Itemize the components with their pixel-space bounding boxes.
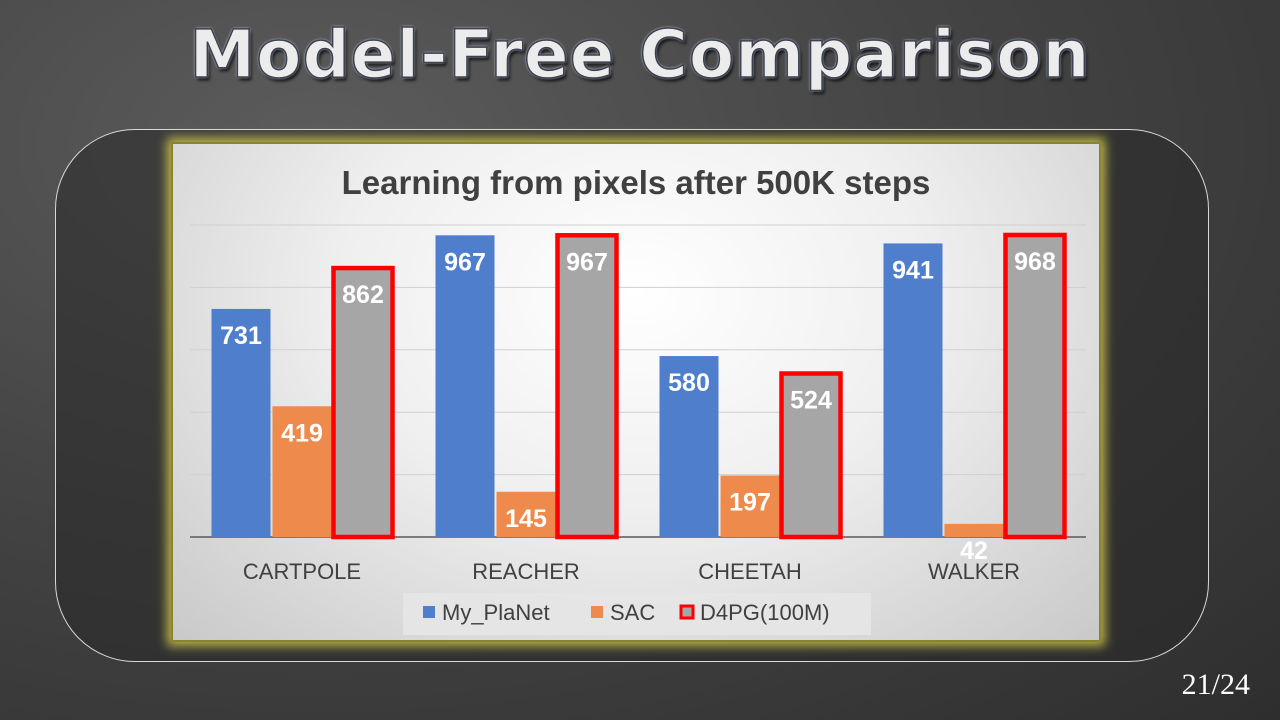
bar-value-label: 419 (281, 419, 323, 447)
bar-sac-walker (944, 523, 1004, 537)
bar-value-label: 967 (444, 248, 486, 276)
bar-value-label: 941 (892, 256, 934, 284)
bar-value-label: 42 (960, 537, 988, 565)
bar-d4pg-100m--reacher (555, 233, 619, 540)
legend: My_PlaNet SAC D4PG(100M) (423, 600, 830, 625)
category-labels: CARTPOLE REACHER CHEETAH WALKER (243, 559, 1020, 584)
bar-value-label: 731 (220, 322, 262, 350)
bar-my-planet-walker (883, 243, 943, 537)
bar-d4pg-100m--cheetah (779, 371, 843, 540)
chart-title: Learning from pixels after 500K steps (342, 164, 931, 201)
bar-my-planet-reacher (435, 235, 495, 537)
category-label: WALKER (928, 559, 1020, 584)
bar-value-label: 197 (729, 489, 771, 517)
bar-d4pg-100m--walker (1003, 232, 1067, 540)
bar-d4pg-100m--cartpole (331, 265, 395, 540)
bar-value-label: 524 (790, 387, 832, 415)
bar-sac-cheetah (720, 475, 780, 537)
legend-background (403, 593, 871, 635)
bar-value-label: 580 (668, 369, 710, 397)
slide-title: Model-Free Comparison (189, 15, 1091, 94)
legend-swatch (591, 606, 603, 618)
bar-chart: Learning from pixels after 500K steps 73… (190, 164, 1086, 635)
category-label: REACHER (472, 559, 580, 584)
bars (211, 232, 1067, 540)
bar-value-label: 968 (1014, 248, 1056, 276)
bar-my-planet-cartpole (211, 308, 271, 537)
legend-swatch (423, 606, 435, 618)
chart-panel: Learning from pixels after 500K steps 73… (171, 142, 1101, 642)
bar-value-label: 967 (566, 248, 608, 276)
page-number: 21/24 (1181, 668, 1250, 701)
category-label: CARTPOLE (243, 559, 361, 584)
bar-labels: 731 419 862 967 145 967 580 197 524 941 42 968 (220, 248, 1056, 565)
bar-sac-reacher (496, 491, 556, 537)
legend-label: My_PlaNet (442, 600, 550, 625)
legend-label: D4PG(100M) (700, 600, 830, 625)
bar-my-planet-cheetah (659, 356, 719, 537)
category-label: CHEETAH (698, 559, 802, 584)
legend-label: SAC (610, 600, 655, 625)
bar-value-label: 862 (342, 281, 384, 309)
bar-sac-cartpole (272, 406, 332, 537)
legend-swatch (679, 604, 695, 620)
bar-value-label: 145 (505, 505, 547, 533)
